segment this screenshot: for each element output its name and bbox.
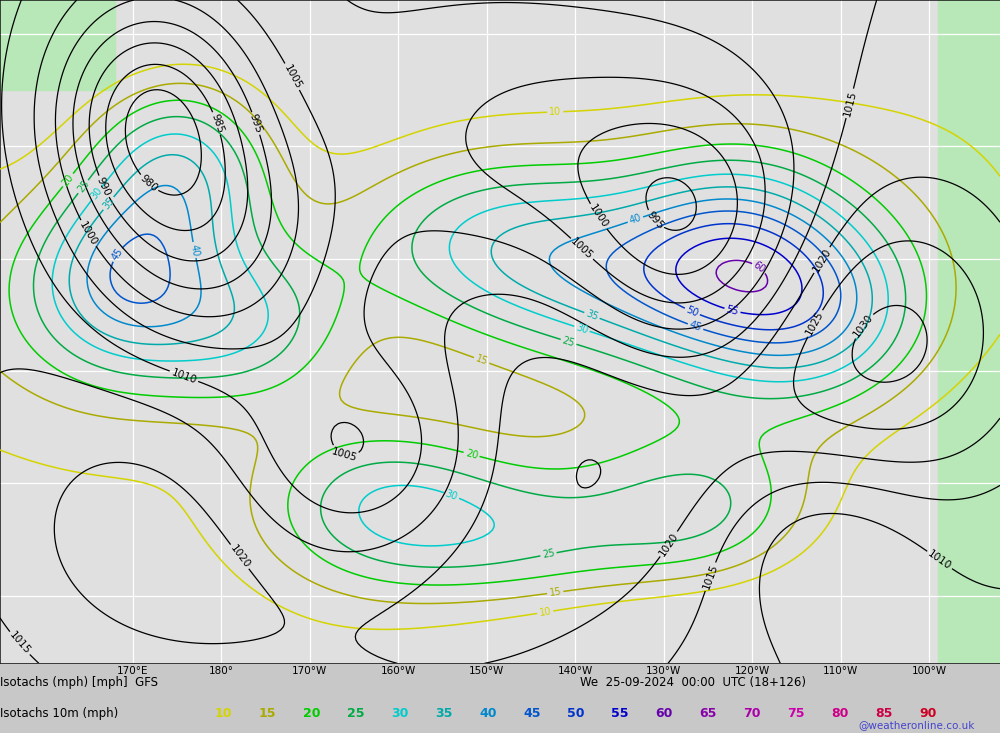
Text: 10: 10 [215, 707, 232, 720]
Text: 10: 10 [549, 107, 561, 117]
Text: 1025: 1025 [804, 309, 826, 337]
Text: 1015: 1015 [842, 89, 858, 117]
Text: 30: 30 [575, 322, 589, 336]
Text: 1010: 1010 [170, 367, 198, 386]
Text: 980: 980 [138, 173, 159, 194]
Text: 50: 50 [567, 707, 584, 720]
Text: 1005: 1005 [569, 236, 595, 262]
Text: 1000: 1000 [587, 203, 610, 230]
Text: Isotachs (mph) [mph]  GFS: Isotachs (mph) [mph] GFS [0, 676, 158, 689]
Text: 1010: 1010 [926, 548, 953, 572]
Text: 90: 90 [919, 707, 936, 720]
Text: 45: 45 [109, 247, 125, 262]
Text: 45: 45 [523, 707, 540, 720]
Text: We  25-09-2024  00:00  UTC (18+126): We 25-09-2024 00:00 UTC (18+126) [580, 676, 806, 689]
Text: 75: 75 [787, 707, 804, 720]
Text: 35: 35 [101, 196, 116, 211]
Polygon shape [0, 0, 115, 90]
Text: 25: 25 [541, 548, 556, 561]
Text: 995: 995 [644, 209, 665, 231]
Text: 55: 55 [611, 707, 629, 720]
Text: 80: 80 [831, 707, 848, 720]
Text: 85: 85 [875, 707, 892, 720]
Text: 995: 995 [248, 112, 264, 134]
Text: 1020: 1020 [228, 543, 252, 570]
Text: 25: 25 [347, 707, 364, 720]
Text: 40: 40 [479, 707, 496, 720]
Text: 10: 10 [538, 606, 552, 618]
Text: 1000: 1000 [77, 220, 99, 247]
Text: 45: 45 [688, 320, 703, 334]
Text: 15: 15 [548, 586, 562, 598]
Text: 30: 30 [391, 707, 408, 720]
Bar [938, 0, 1000, 663]
Text: 60: 60 [655, 707, 672, 720]
Text: 35: 35 [435, 707, 452, 720]
Text: 70: 70 [743, 707, 761, 720]
Text: 40: 40 [628, 213, 643, 226]
Text: Isotachs 10m (mph): Isotachs 10m (mph) [0, 707, 118, 720]
Text: 60: 60 [751, 260, 767, 276]
Text: @weatheronline.co.uk: @weatheronline.co.uk [859, 720, 975, 729]
Text: 30: 30 [444, 488, 459, 502]
Text: 1005: 1005 [282, 63, 303, 91]
Text: 25: 25 [75, 179, 91, 195]
Text: 15: 15 [259, 707, 276, 720]
Text: 30: 30 [89, 185, 105, 202]
Text: 1020: 1020 [811, 246, 833, 274]
Text: 25: 25 [561, 335, 576, 348]
Text: 15: 15 [474, 353, 489, 367]
Text: 990: 990 [95, 175, 112, 198]
Text: 1020: 1020 [657, 531, 680, 558]
Text: 20: 20 [60, 172, 76, 188]
Text: 50: 50 [685, 304, 700, 319]
Text: 35: 35 [584, 309, 600, 323]
Text: 20: 20 [303, 707, 320, 720]
Text: 1015: 1015 [7, 630, 32, 657]
Text: 985: 985 [209, 112, 225, 134]
Text: 1030: 1030 [851, 312, 875, 339]
Text: 1015: 1015 [701, 563, 719, 591]
Text: 20: 20 [464, 448, 479, 461]
Text: 65: 65 [699, 707, 716, 720]
Text: 55: 55 [725, 304, 740, 317]
Text: 40: 40 [188, 243, 200, 257]
Text: 1005: 1005 [330, 446, 358, 463]
